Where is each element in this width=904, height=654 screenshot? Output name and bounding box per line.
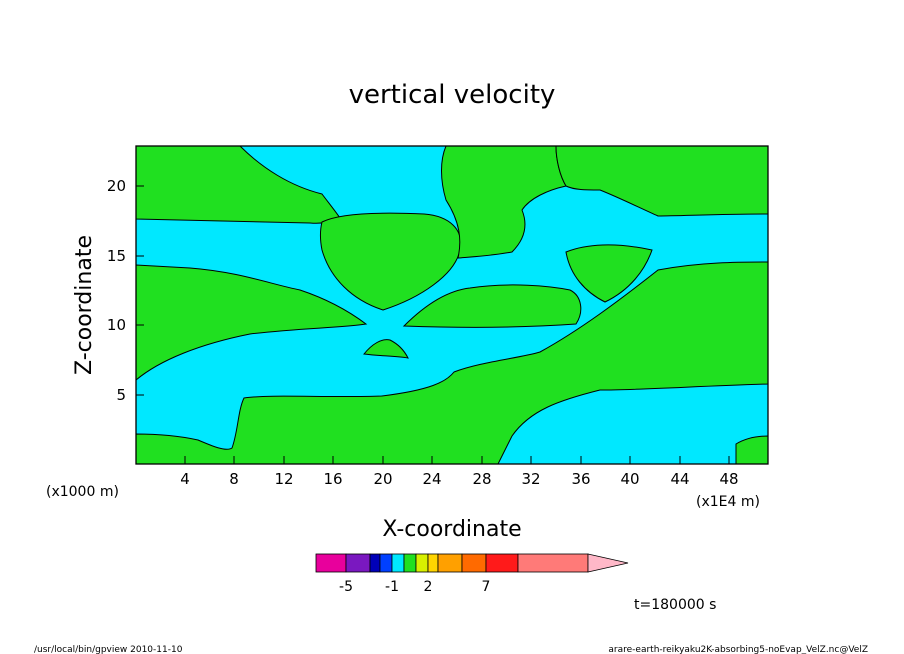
colorbar	[315, 553, 629, 573]
x-unit-note: (x1E4 m)	[696, 494, 760, 510]
colorbar-segment	[517, 553, 589, 573]
colorbar-segment	[415, 553, 429, 573]
y-tick-label: 10	[107, 316, 126, 334]
colorbar-label: -1	[385, 579, 399, 595]
colorbar-label: 7	[482, 579, 491, 595]
y-tick-label: 20	[107, 177, 126, 195]
colorbar-segment	[427, 553, 439, 573]
x-tick-label: 24	[422, 470, 441, 488]
y-axis-label: Z-coordinate	[72, 235, 97, 375]
x-tick-label: 28	[472, 470, 491, 488]
chart-title: vertical velocity	[349, 80, 556, 110]
colorbar-segment	[379, 553, 393, 573]
x-tick-label: 12	[274, 470, 293, 488]
region-top-right	[555, 145, 769, 217]
tick-marks	[136, 185, 730, 464]
region-right-droplet	[565, 244, 653, 303]
colorbar-segment	[461, 553, 487, 573]
x-tick-label: 36	[571, 470, 590, 488]
x-tick-label: 4	[180, 470, 190, 488]
positive-regions	[135, 145, 769, 465]
x-tick-label: 44	[670, 470, 689, 488]
colorbar-label: 2	[424, 579, 433, 595]
region-bottom-main	[135, 261, 769, 465]
region-left-band	[135, 264, 368, 382]
x-tick-label: 48	[719, 470, 738, 488]
colorbar-segment	[437, 553, 463, 573]
y-tick-labels: 5 10 15 20	[107, 177, 126, 404]
y-tick-label: 5	[116, 386, 126, 404]
colorbar-segment	[345, 553, 371, 573]
colorbar-segment	[391, 553, 405, 573]
x-tick-label: 40	[620, 470, 639, 488]
x-axis-label: X-coordinate	[382, 517, 521, 542]
plot-frame	[135, 145, 769, 465]
x-tick-label: 8	[229, 470, 239, 488]
x-tick-labels: 4 8 12 16 20 24 28 32 36 40 44 48	[180, 470, 738, 488]
x-tick-label: 32	[521, 470, 540, 488]
plot-area	[135, 145, 769, 465]
region-center-right-band	[402, 284, 582, 328]
colorbar-segment	[403, 553, 417, 573]
x-tick-label: 20	[373, 470, 392, 488]
colorbar-extend-arrow	[587, 553, 629, 573]
colorbar-segment	[369, 553, 381, 573]
region-center-blob	[320, 212, 462, 311]
colorbar-segment	[315, 553, 347, 573]
time-label: t=180000 s	[634, 597, 716, 613]
footer-left: /usr/local/bin/gpview 2010-11-10	[34, 645, 183, 654]
region-small-lens	[363, 339, 409, 359]
colorbar-segment	[485, 553, 519, 573]
colorbar-labels: -5 -1 2 7	[339, 579, 490, 595]
colorbar-label: -5	[339, 579, 353, 595]
x-tick-label: 16	[323, 470, 342, 488]
y-unit-note: (x1000 m)	[46, 484, 119, 500]
footer-right: arare-earth-reikyaku2K-absorbing5-noEvap…	[608, 645, 868, 654]
y-tick-label: 15	[107, 247, 126, 265]
